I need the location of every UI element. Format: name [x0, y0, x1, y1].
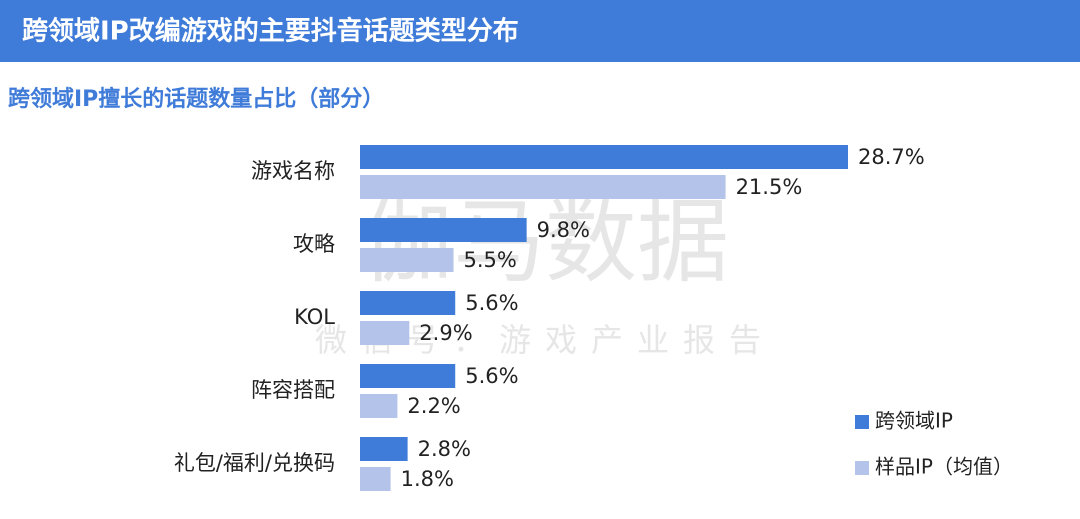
category-label: 攻略	[293, 232, 335, 256]
value-label: 28.7%	[858, 145, 925, 169]
category-label: KOL	[294, 305, 335, 329]
value-label: 2.8%	[418, 437, 471, 461]
category-label: 礼包/福利/兑换码	[174, 451, 335, 475]
bar	[360, 321, 410, 345]
legend-label: 跨领域IP	[875, 409, 953, 433]
bar	[360, 175, 726, 199]
chart-title: 跨领域IP擅长的话题数量占比（部分）	[8, 86, 384, 112]
value-label: 5.6%	[465, 364, 518, 388]
bar	[360, 437, 408, 461]
legend-swatch	[855, 415, 869, 429]
bar	[360, 291, 456, 315]
header-title: 跨领域IP改编游戏的主要抖音话题类型分布	[22, 16, 519, 47]
bar	[360, 218, 527, 242]
bar	[360, 248, 454, 272]
value-label: 5.6%	[465, 291, 518, 315]
value-label: 2.2%	[407, 394, 460, 418]
bar	[360, 364, 456, 388]
value-label: 21.5%	[736, 175, 803, 199]
value-label: 5.5%	[464, 248, 517, 272]
value-label: 2.9%	[419, 321, 472, 345]
legend-swatch	[855, 461, 869, 475]
value-label: 1.8%	[401, 467, 454, 491]
value-label: 9.8%	[537, 218, 590, 242]
category-label: 阵容搭配	[251, 378, 335, 402]
bar	[360, 394, 398, 418]
header-banner	[0, 0, 1080, 62]
bar	[360, 145, 848, 169]
category-label: 游戏名称	[251, 159, 335, 183]
legend-label: 样品IP（均值）	[875, 455, 1013, 479]
bar	[360, 467, 391, 491]
